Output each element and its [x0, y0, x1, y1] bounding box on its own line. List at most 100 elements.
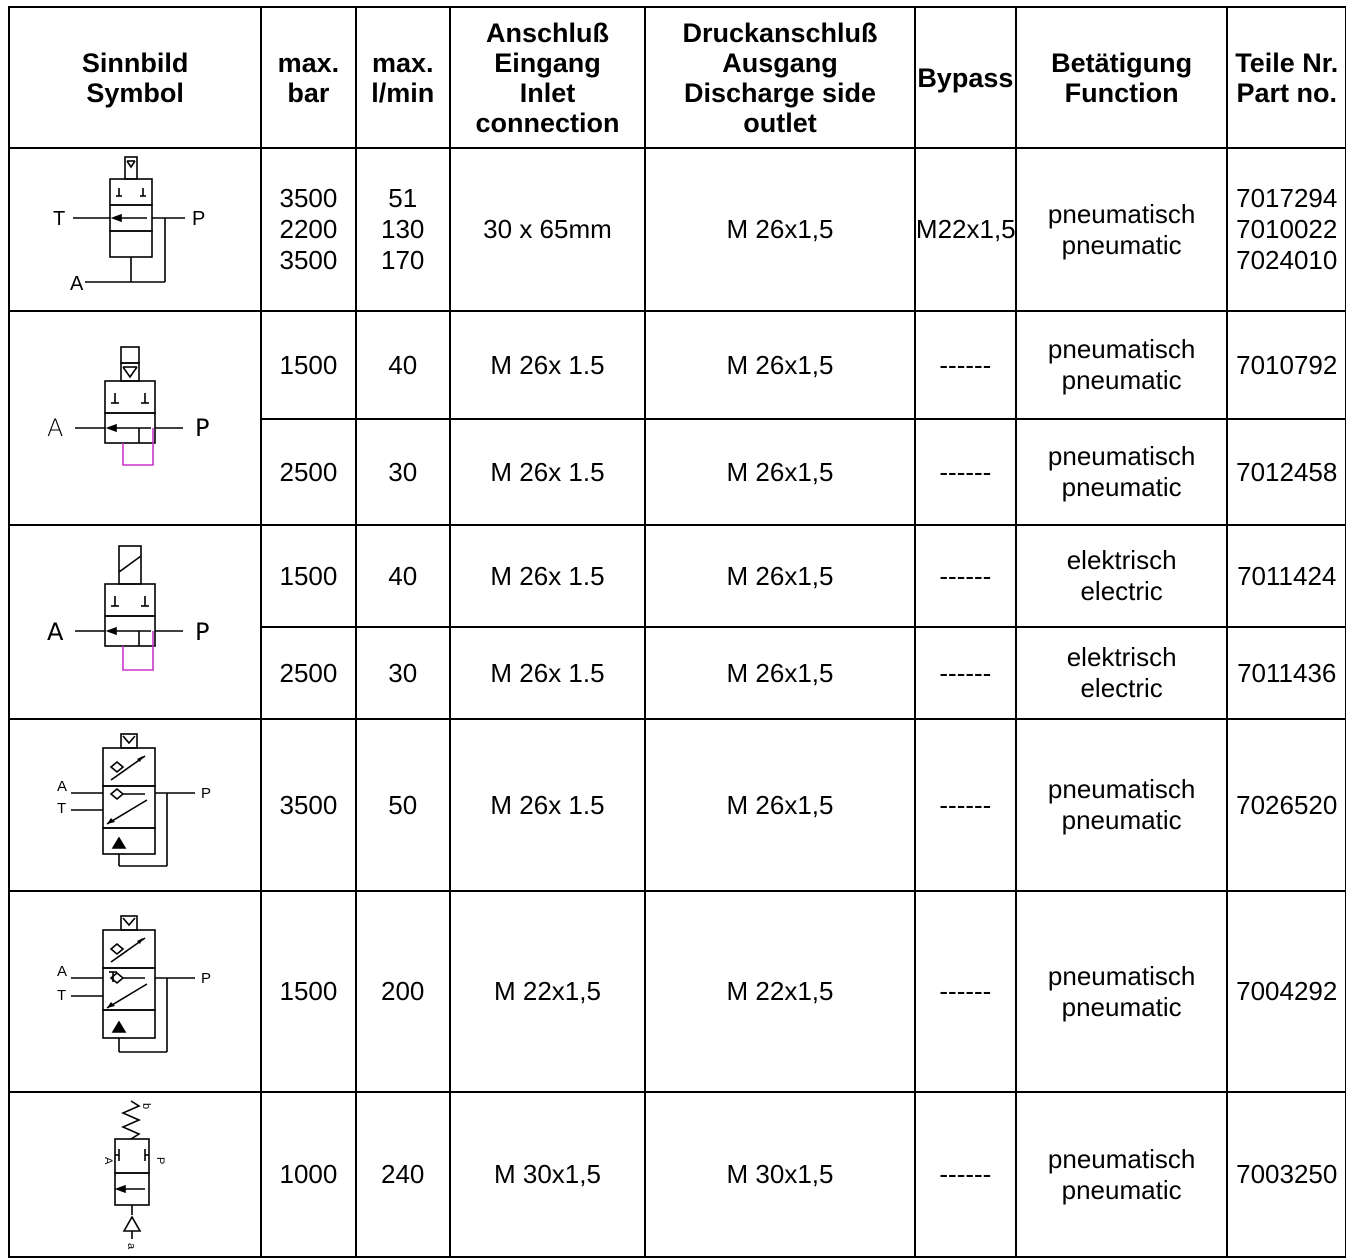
inlet-cell: M 26x 1.5 [448, 718, 647, 892]
port-label-a-bottom: a [125, 1243, 137, 1250]
inlet-cell: M 26x 1.5 [448, 310, 647, 420]
max-bar-cell: 2500 [260, 418, 357, 526]
max-bar-cell: 1000 [260, 1091, 357, 1258]
part-no-cell: 7012458 [1226, 418, 1346, 526]
bypass-cell: ------ [913, 890, 1017, 1093]
port-label-a: A [57, 778, 67, 795]
max-bar-cell: 1500 [260, 890, 357, 1093]
bypass-cell: ------ [913, 1091, 1017, 1258]
header-row: Sinnbild Symbol max. bar max. l/min Anschlu… [7, 6, 1346, 149]
function-cell: pneumatisch pneumatic [1014, 718, 1229, 892]
table-row: A T P 1500 200 M 22x1,5 M 22x1,5 ------ … [7, 890, 1346, 1093]
header-bypass: Bypass [913, 6, 1017, 149]
header-function: Betätigung Function [1014, 6, 1229, 149]
port-label-p: P [201, 785, 211, 802]
part-no-cell: 7011436 [1226, 626, 1346, 720]
table-row: 2500 30 M 26x 1.5 M 26x1,5 ------ elektr… [9, 626, 1346, 720]
port-label-a: A [47, 618, 64, 646]
port-label-p: P [192, 208, 205, 230]
inlet-cell: 30 x 65mm [448, 147, 647, 312]
port-label-p: P [195, 618, 209, 646]
outlet-cell: M 22x1,5 [644, 890, 916, 1093]
table-row: A P 1500 40 M 26x 1.5 M 26x1,5 ------ el… [7, 524, 1346, 720]
max-bar-cell: 3500 [260, 718, 357, 892]
valve-symbol-spring: b A P a [102, 1100, 166, 1250]
port-label-t: T [53, 208, 65, 230]
inlet-cell: M 26x 1.5 [448, 626, 647, 720]
symbol-cell: A T P [7, 890, 263, 1093]
bypass-cell: ------ [913, 310, 1017, 420]
max-lmin-cell: 51 130 170 [354, 147, 451, 312]
bypass-cell: ------ [913, 418, 1017, 526]
header-max-bar: max. bar [260, 6, 357, 149]
max-lmin-cell: 30 [354, 626, 451, 720]
function-cell: pneumatisch pneumatic [1014, 147, 1229, 312]
inlet-cell: M 26x 1.5 [448, 418, 647, 526]
part-no-cell: 7011424 [1226, 524, 1346, 628]
valve-symbol-3way: T P A [53, 155, 205, 295]
part-no-cell: 7010792 [1226, 310, 1346, 420]
part-no-cell: 7026520 [1226, 718, 1346, 892]
valve-symbol-2way-pneumatic: A P [47, 346, 210, 466]
function-cell: elektrisch electric [1014, 524, 1229, 628]
inlet-cell: M 22x1,5 [448, 890, 647, 1093]
function-cell: pneumatisch pneumatic [1014, 418, 1229, 526]
outlet-cell: M 26x1,5 [644, 524, 916, 628]
valve-symbol-2way-electric: A P [47, 545, 210, 671]
header-max-lmin: max. l/min [354, 6, 451, 149]
port-label-a: A [57, 963, 67, 980]
max-lmin-cell: 200 [354, 890, 451, 1093]
part-no-cell: 7004292 [1226, 890, 1346, 1093]
outlet-cell: M 26x1,5 [644, 418, 916, 526]
function-cell: pneumatisch pneumatic [1014, 310, 1229, 420]
table-row: A T P 3500 50 M 26x 1.5 M 26x1,5 ------ … [7, 718, 1346, 892]
function-cell: elektrisch electric [1014, 626, 1229, 720]
symbol-cell: T P A [7, 147, 263, 312]
port-label-p: P [195, 414, 209, 442]
symbol-cell: A T P [7, 718, 263, 892]
symbol-cell: b A P a [7, 1091, 263, 1258]
symbol-cell: A P [7, 524, 263, 720]
max-bar-cell: 3500 2200 3500 [260, 147, 357, 312]
header-symbol: Sinnbild Symbol [7, 6, 263, 149]
port-label-t: T [57, 800, 66, 817]
outlet-cell: M 26x1,5 [644, 310, 916, 420]
bypass-cell: ------ [913, 718, 1017, 892]
inlet-cell: M 26x 1.5 [448, 524, 647, 628]
max-lmin-cell: 40 [354, 310, 451, 420]
part-no-cell: 7003250 [1226, 1091, 1346, 1258]
table-row: A P 1500 40 M 26x 1.5 M 26x1,5 ------ pn… [7, 310, 1346, 526]
max-lmin-cell: 50 [354, 718, 451, 892]
outlet-cell: M 26x1,5 [644, 147, 916, 312]
header-outlet: Druckanschluß Ausgang Discharge side outlet [644, 6, 916, 149]
port-label-p: P [201, 970, 211, 987]
max-bar-cell: 1500 [260, 524, 357, 628]
function-cell: pneumatisch pneumatic [1014, 890, 1229, 1093]
max-bar-cell: 2500 [260, 626, 357, 720]
inlet-cell: M 30x1,5 [448, 1091, 647, 1258]
port-label-p: P [154, 1157, 166, 1164]
bypass-cell: ------ [913, 524, 1017, 628]
header-part-no: Teile Nr. Part no. [1226, 6, 1346, 149]
max-bar-cell: 1500 [260, 310, 357, 420]
bypass-cell: M22x1,5 [913, 147, 1017, 312]
port-label-a: A [70, 273, 84, 295]
port-label-a: A [102, 1157, 114, 1165]
bypass-cell: ------ [913, 626, 1017, 720]
max-lmin-cell: 240 [354, 1091, 451, 1258]
max-lmin-cell: 30 [354, 418, 451, 526]
function-cell: pneumatisch pneumatic [1014, 1091, 1229, 1258]
port-label-b: b [140, 1103, 152, 1109]
header-inlet: Anschluß Eingang Inlet connection [448, 6, 647, 149]
port-label-t: T [57, 987, 66, 1004]
symbol-cell: A P [7, 310, 263, 526]
valve-symbol-check-bypass: A T P [57, 914, 211, 1053]
valve-symbol-check: A T P [57, 733, 211, 867]
part-no-cell: 7017294 7010022 7024010 [1226, 147, 1346, 312]
outlet-cell: M 26x1,5 [644, 626, 916, 720]
table-row: 2500 30 M 26x 1.5 M 26x1,5 ------ pneuma… [9, 418, 1346, 526]
table-row: b A P a 1000 240 M 30x1,5 M 30x1,5 -----… [7, 1091, 1346, 1258]
outlet-cell: M 30x1,5 [644, 1091, 916, 1258]
table-row: T P A 3500 2200 3500 51 130 170 30 x 65mm M … [7, 147, 1346, 312]
max-lmin-cell: 40 [354, 524, 451, 628]
